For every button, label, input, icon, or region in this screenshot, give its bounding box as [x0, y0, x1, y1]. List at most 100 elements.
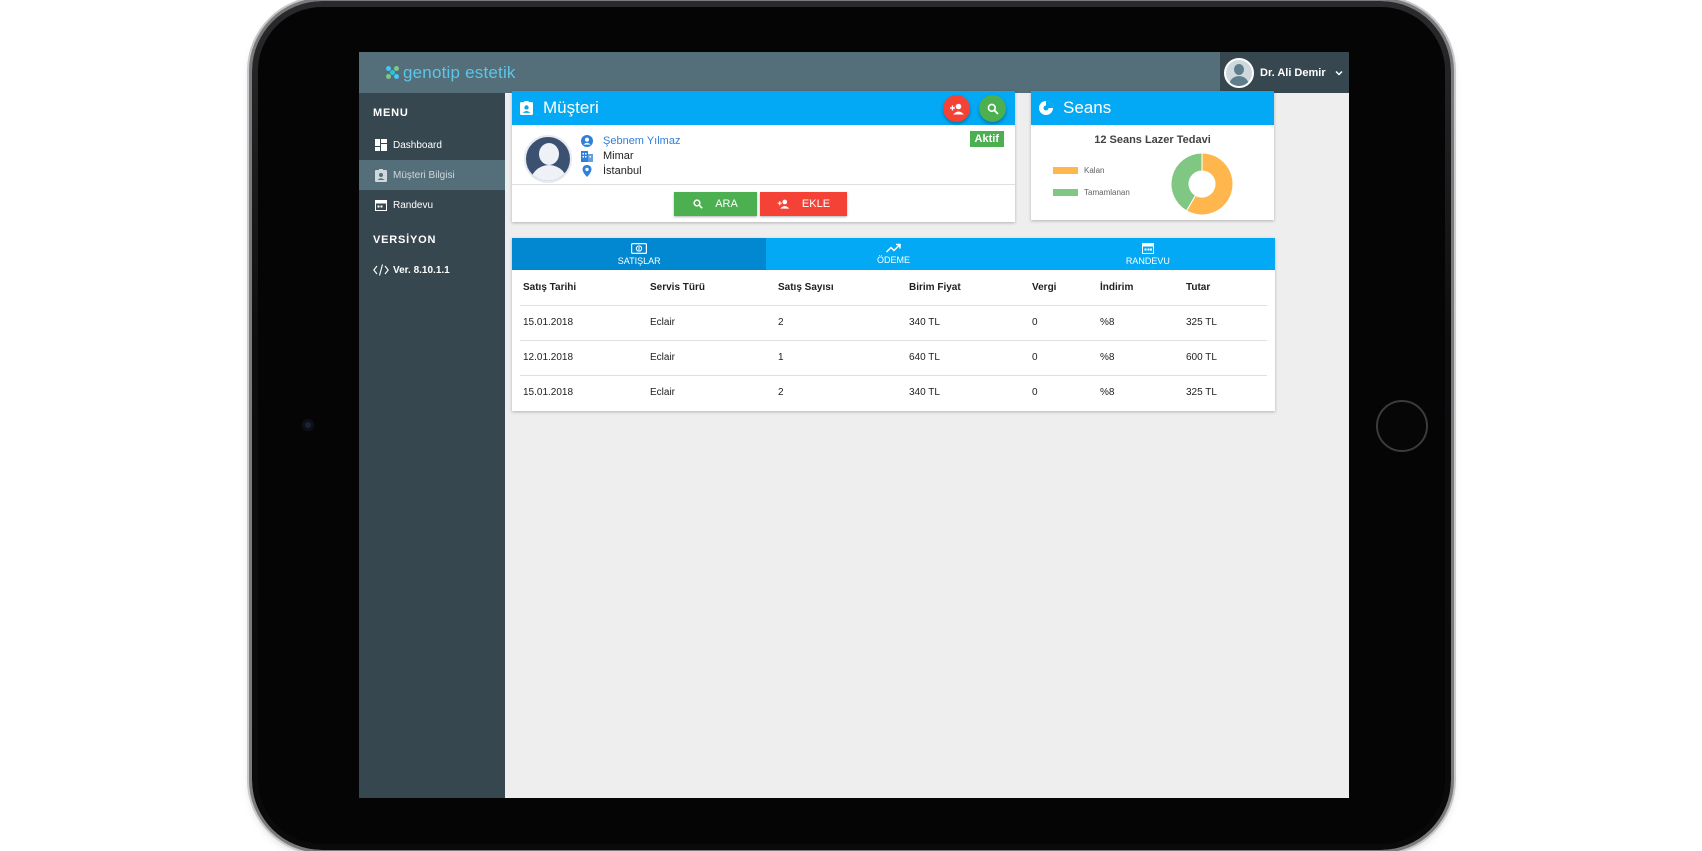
money-icon	[631, 242, 648, 254]
column-header[interactable]: Birim Fiyat	[906, 270, 1029, 306]
code-icon	[373, 264, 389, 276]
avatar	[524, 135, 572, 183]
customer-card-title: Müşteri	[543, 98, 599, 117]
table-cell: 0	[1029, 305, 1097, 341]
table-cell: Eclair	[647, 340, 775, 376]
customer-name[interactable]: Şebnem Yılmaz	[603, 134, 681, 147]
table-cell: 15.01.2018	[520, 305, 647, 341]
column-header[interactable]: Tutar	[1183, 270, 1267, 306]
table-cell: 640 TL	[906, 340, 1029, 376]
search-button-label: ARA	[715, 198, 738, 210]
tab-appointment[interactable]: RANDEVU	[1021, 238, 1275, 270]
customer-occupation-row: Mimar	[580, 149, 634, 162]
app-screen: genotip estetik Dr. Ali Demir MENU Dashb…	[359, 52, 1349, 798]
donut-slice-remaining[interactable]	[1185, 152, 1234, 216]
table-cell: 0	[1029, 340, 1097, 376]
column-header[interactable]: Satış Sayısı	[775, 270, 906, 306]
tab-bar: SATIŞLAR ÖDEME RANDEVU	[512, 238, 1275, 270]
building-icon	[580, 149, 593, 162]
user-name: Dr. Ali Demir	[1260, 66, 1326, 79]
user-menu[interactable]: Dr. Ali Demir	[1220, 52, 1349, 93]
add-button[interactable]: EKLE	[760, 192, 847, 216]
add-user-icon	[777, 199, 790, 209]
table-cell: %8	[1100, 387, 1115, 399]
table-cell: Eclair	[647, 305, 775, 341]
chart-title: 12 Seans Lazer Tedavi	[1094, 134, 1211, 146]
status-badge: Aktif	[969, 131, 1004, 147]
table-cell: 15.01.2018	[523, 387, 574, 399]
home-button[interactable]	[1376, 400, 1428, 452]
tab-label: SATIŞLAR	[617, 255, 661, 266]
add-button-label: EKLE	[801, 198, 831, 210]
calendar-icon	[374, 199, 387, 212]
sessions-card-header: Seans	[1031, 91, 1274, 125]
sidebar: MENU Dashboard Müşteri Bilgisi Randevu V…	[359, 93, 505, 798]
pie-chart-icon	[1039, 101, 1053, 115]
donut-chart	[1170, 152, 1234, 216]
tab-payment[interactable]: ÖDEME	[766, 238, 1020, 270]
customer-card-header: Müşteri	[512, 91, 1015, 125]
legend-swatch	[1053, 167, 1078, 174]
table-row[interactable]: 15.01.2018 Eclair 2 340 TL 0 %8 325 TL	[520, 375, 1267, 410]
table-cell: %8	[1097, 340, 1183, 376]
calendar-icon	[1141, 243, 1154, 254]
dashboard-icon	[374, 139, 387, 152]
table-cell: 340 TL	[909, 387, 940, 399]
table-cell: 0	[1032, 387, 1038, 399]
table-header-row: Satış Tarihi Servis Türü Satış Sayısı Bi…	[520, 270, 1267, 306]
tab-sales[interactable]: SATIŞLAR	[512, 238, 767, 270]
add-customer-fab[interactable]	[943, 95, 970, 122]
tab-label: ÖDEME	[876, 255, 910, 265]
customer-card: Müşteri Şebnem Yılmaz Mimar İs	[512, 91, 1015, 222]
customer-name-row: Şebnem Yılmaz	[580, 134, 680, 147]
search-customer-fab[interactable]	[979, 95, 1006, 122]
search-button[interactable]: ARA	[674, 192, 757, 216]
contact-card-icon	[374, 168, 387, 182]
table-cell: 325 TL	[1186, 387, 1217, 399]
logo-icon	[386, 66, 400, 80]
table-cell: 1	[775, 340, 906, 376]
logo-text: genotip estetik	[403, 63, 516, 82]
customer-city-row: İstanbul	[580, 164, 642, 177]
version-heading: VERSİYON	[373, 234, 437, 246]
legend-label: Tamamlanan	[1084, 188, 1130, 197]
column-header[interactable]: İndirim	[1097, 270, 1183, 306]
sidebar-item-dashboard[interactable]: Dashboard	[359, 130, 505, 160]
avatar	[1224, 57, 1254, 88]
legend-item-remaining: Kalan	[1053, 166, 1104, 175]
column-header[interactable]: Vergi	[1029, 270, 1097, 306]
search-icon	[987, 103, 999, 115]
customer-occupation: Mimar	[603, 149, 634, 162]
sessions-card-title: Seans	[1063, 98, 1112, 117]
app-logo[interactable]: genotip estetik	[386, 63, 516, 83]
sales-card: SATIŞLAR ÖDEME RANDEVU Satış Tarihi Serv…	[512, 238, 1275, 411]
version-info: Ver. 8.10.1.1	[373, 264, 450, 276]
table-cell: Eclair	[650, 387, 676, 399]
column-header[interactable]: Servis Türü	[647, 270, 775, 306]
sessions-card: Seans 12 Seans Lazer Tedavi Kalan Tamaml…	[1031, 91, 1274, 220]
column-header[interactable]: Satış Tarihi	[520, 270, 647, 306]
version-text: Ver. 8.10.1.1	[393, 264, 450, 276]
camera-lens	[302, 419, 314, 431]
table-row[interactable]: 12.01.2018 Eclair 1 640 TL 0 %8 600 TL	[520, 340, 1267, 376]
table-cell: 325 TL	[1183, 305, 1267, 341]
table-cell: 600 TL	[1183, 340, 1267, 376]
table-cell: 12.01.2018	[520, 340, 647, 376]
sidebar-item-label: Müşteri Bilgisi	[393, 169, 455, 181]
tab-label: RANDEVU	[1125, 256, 1170, 266]
contact-card-icon	[520, 101, 533, 115]
legend-item-completed: Tamamlanan	[1053, 188, 1130, 197]
table-row[interactable]: 15.01.2018 Eclair 2 340 TL 0 %8 325 TL	[520, 305, 1267, 341]
add-user-icon	[949, 103, 964, 114]
table-cell: %8	[1097, 305, 1183, 341]
table-cell: 2	[775, 305, 906, 341]
donut-slice-completed[interactable]	[1170, 152, 1203, 212]
customer-city: İstanbul	[603, 164, 642, 177]
sidebar-item-label: Dashboard	[393, 139, 442, 151]
location-pin-icon	[580, 164, 593, 177]
chevron-down-icon	[1335, 70, 1343, 76]
menu-heading: MENU	[373, 107, 409, 119]
sidebar-item-appointment[interactable]: Randevu	[359, 190, 505, 220]
user-circle-icon	[580, 134, 593, 147]
sidebar-item-customer-info[interactable]: Müşteri Bilgisi	[359, 160, 505, 190]
